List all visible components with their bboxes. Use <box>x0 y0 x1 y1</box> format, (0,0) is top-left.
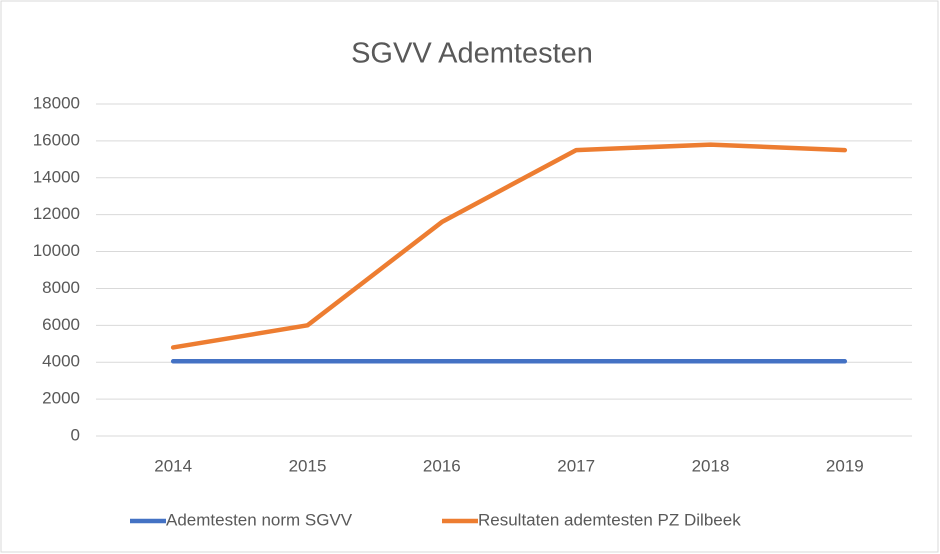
y-tick-label: 14000 <box>33 167 80 186</box>
x-tick-label: 2015 <box>289 456 327 475</box>
x-tick-label: 2018 <box>692 456 730 475</box>
y-tick-label: 0 <box>71 425 80 444</box>
y-tick-label: 12000 <box>33 204 80 223</box>
y-tick-label: 18000 <box>33 93 80 112</box>
x-tick-label: 2017 <box>557 456 595 475</box>
legend-label: Ademtesten norm SGVV <box>166 510 353 529</box>
y-tick-label: 8000 <box>42 278 80 297</box>
y-tick-label: 10000 <box>33 241 80 260</box>
x-tick-label: 2014 <box>154 456 192 475</box>
x-tick-label: 2016 <box>423 456 461 475</box>
y-tick-label: 16000 <box>33 130 80 149</box>
x-tick-label: 2019 <box>826 456 864 475</box>
series-line <box>170 142 848 350</box>
y-tick-label: 6000 <box>42 315 80 334</box>
y-tick-label: 4000 <box>42 352 80 371</box>
legend-label: Resultaten ademtesten PZ Dilbeek <box>478 510 741 529</box>
y-tick-label: 2000 <box>42 389 80 408</box>
chart-title: SGVV Ademtesten <box>351 38 593 70</box>
